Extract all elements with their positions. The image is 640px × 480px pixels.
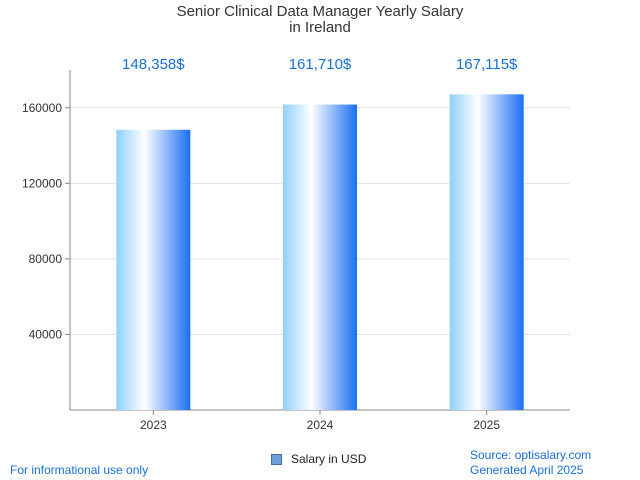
source-info: Source: optisalary.com Generated April 2… xyxy=(470,448,591,478)
y-tick-label: 80000 xyxy=(29,252,63,266)
chart-title-line-2: in Ireland xyxy=(289,19,351,36)
y-tick-label: 120000 xyxy=(22,176,62,190)
source-text: Source: optisalary.com xyxy=(470,448,592,462)
x-tick-label: 2025 xyxy=(473,418,500,432)
chart-title-line-1: Senior Clinical Data Manager Yearly Sala… xyxy=(176,3,464,20)
x-tick-label: 2023 xyxy=(140,418,167,432)
y-tick-label: 40000 xyxy=(29,327,63,341)
bars xyxy=(116,94,524,411)
bar-2025 xyxy=(449,94,524,411)
bar-2024 xyxy=(283,104,357,410)
generated-text: Generated April 2025 xyxy=(470,463,584,477)
bar-2023 xyxy=(116,129,191,410)
legend-swatch xyxy=(271,453,282,465)
x-tick-label: 2024 xyxy=(307,418,334,432)
value-label: 167,115$ xyxy=(456,56,518,73)
chart-title: Senior Clinical Data Manager Yearly Sala… xyxy=(0,4,640,36)
legend-label: Salary in USD xyxy=(291,452,367,466)
legend: Salary in USD xyxy=(271,452,366,466)
value-label: 148,358$ xyxy=(122,56,185,73)
disclaimer-text: For informational use only xyxy=(10,463,149,477)
value-label: 161,710$ xyxy=(289,56,352,73)
y-tick-label: 160000 xyxy=(22,101,62,115)
labels: 40000 80000 120000 160000 2023 148,358$ 2024 16… xyxy=(22,56,518,432)
